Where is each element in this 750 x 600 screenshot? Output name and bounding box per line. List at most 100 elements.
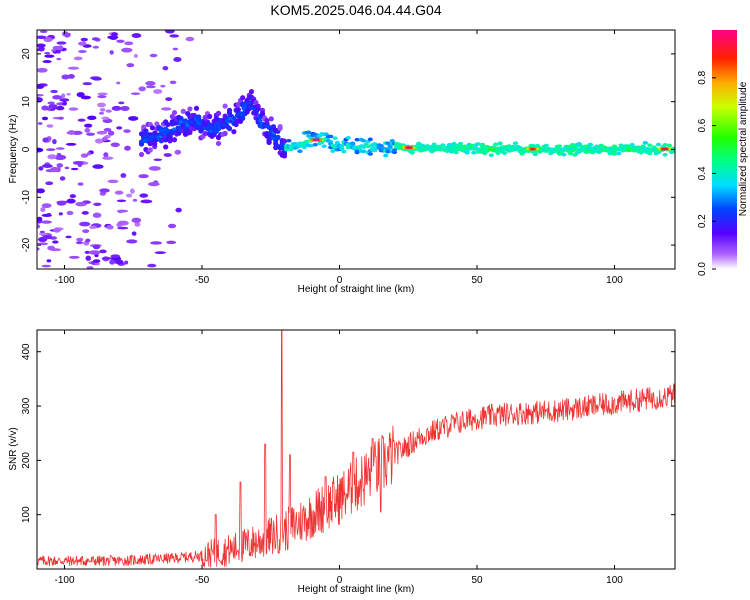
snr-x-ticks: -100 -50 0 50 100 — [54, 330, 623, 586]
heat-cell — [661, 147, 664, 151]
heat-cell — [55, 105, 65, 111]
heat-cell — [665, 147, 668, 151]
heat-cell — [361, 149, 367, 154]
heat-cell — [37, 83, 45, 89]
heat-cell — [67, 66, 80, 70]
heat-cell — [574, 147, 577, 151]
heat-cell — [452, 147, 455, 150]
heat-cell — [471, 147, 474, 151]
heat-cell — [124, 260, 129, 265]
heat-cell — [42, 59, 52, 64]
heat-cell — [547, 147, 550, 151]
heat-cell — [129, 188, 135, 194]
heat-cell — [301, 145, 307, 150]
heat-cell — [635, 147, 638, 151]
heat-cell — [47, 154, 57, 160]
x-tick-label: -100 — [54, 575, 74, 586]
heat-cell — [47, 101, 55, 105]
heat-cell — [98, 111, 105, 115]
heat-cell — [563, 147, 566, 151]
heat-cell — [518, 147, 521, 151]
heat-cell — [40, 220, 52, 224]
heat-cell — [248, 106, 253, 110]
heat-cell — [448, 147, 451, 150]
heat-cell — [54, 154, 67, 161]
heat-cell — [37, 188, 45, 194]
heat-cell — [264, 117, 270, 124]
heat-cell — [561, 152, 567, 157]
heat-cell — [543, 147, 545, 151]
heat-cell — [456, 147, 459, 150]
snr-panel: -100 -50 0 50 100 100 200 300 400 Height of str… — [8, 329, 676, 595]
heat-cell — [92, 77, 102, 81]
heat-cell — [578, 147, 581, 151]
heat-cell — [662, 147, 665, 151]
colorbar-label: Normalized spectral amplitude — [738, 81, 749, 216]
heat-cell — [222, 130, 228, 137]
heat-cell — [602, 147, 605, 151]
heat-cell — [37, 122, 43, 125]
heat-cell — [625, 147, 628, 151]
x-tick-label: 50 — [471, 275, 483, 286]
heat-cell — [102, 156, 114, 160]
heat-cell — [526, 147, 529, 151]
heat-cell — [530, 143, 536, 148]
heat-cell — [48, 104, 58, 108]
heat-cell — [405, 146, 408, 149]
heat-cell — [114, 259, 124, 265]
heat-cell — [82, 82, 93, 86]
heat-cell — [500, 147, 503, 151]
heat-cell — [258, 119, 263, 123]
heat-cell — [42, 137, 49, 143]
heat-cell — [103, 152, 109, 158]
heat-cell — [420, 143, 426, 148]
heat-cell — [240, 115, 246, 121]
heat-cell — [116, 199, 127, 203]
heat-cell — [99, 249, 107, 254]
heat-cell — [640, 147, 643, 151]
heat-cell — [52, 45, 63, 51]
heat-cell — [166, 240, 177, 245]
heat-cell — [215, 110, 222, 116]
heat-cell — [616, 151, 622, 156]
x-tick-label: 0 — [337, 275, 343, 286]
heat-cell — [515, 147, 518, 151]
heat-cell — [538, 147, 541, 151]
heat-cell — [92, 212, 102, 218]
heat-cell — [38, 166, 44, 171]
heat-cell — [440, 143, 446, 148]
heat-cell — [511, 147, 514, 151]
heat-cell — [420, 146, 423, 150]
heat-cell — [89, 225, 97, 229]
heat-cell — [120, 105, 130, 111]
heat-cell — [88, 250, 101, 255]
heat-cell — [507, 147, 510, 151]
heat-cell — [77, 118, 86, 122]
heat-cell — [492, 147, 495, 151]
heat-cell — [413, 146, 416, 149]
heat-cell — [202, 114, 208, 120]
heat-cell — [77, 182, 84, 186]
heat-cell — [154, 251, 167, 254]
snr-frame — [36, 329, 676, 570]
heat-cell — [554, 147, 556, 151]
heat-cell — [565, 147, 567, 151]
heat-cell — [52, 139, 57, 145]
heat-cell — [147, 263, 157, 268]
heat-cell — [254, 109, 260, 113]
heat-cell — [56, 41, 67, 45]
heat-cell — [332, 136, 338, 140]
heat-cell — [591, 147, 594, 151]
heat-cell — [76, 92, 85, 98]
heat-cell — [205, 126, 210, 130]
heat-cell — [308, 143, 314, 148]
heat-cell — [208, 129, 213, 133]
x-tick-label: 100 — [606, 575, 623, 586]
heat-cell — [235, 101, 241, 108]
heat-cell — [97, 94, 107, 99]
x-tick-label: 0 — [337, 575, 343, 586]
heat-cell — [235, 113, 240, 117]
heat-cell — [109, 259, 116, 265]
heat-cell — [118, 101, 125, 105]
